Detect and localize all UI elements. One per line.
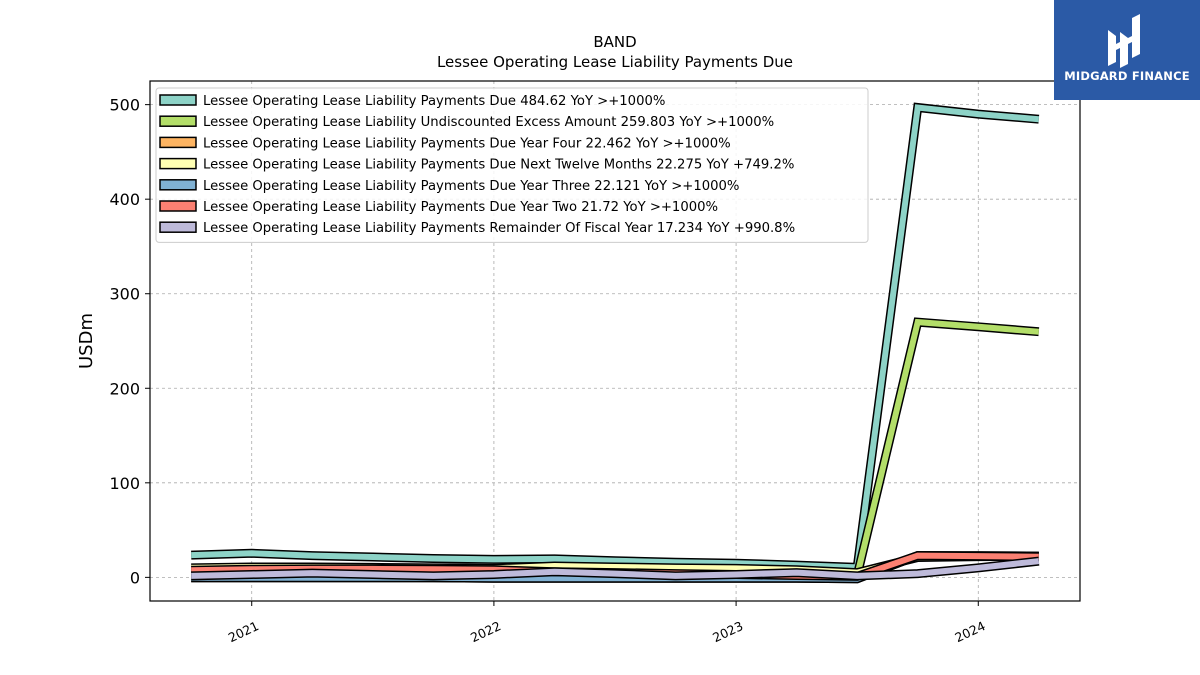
- legend-entry: Lessee Operating Lease Liability Payment…: [203, 200, 718, 215]
- legend-entry: Lessee Operating Lease Liability Payment…: [203, 179, 739, 194]
- y-tick-label: 300: [109, 285, 140, 304]
- legend-box: [155, 87, 869, 243]
- legend-swatch: [159, 94, 197, 106]
- x-tick-label: 2021: [226, 618, 261, 645]
- x-tick-label: 2022: [468, 618, 503, 645]
- legend-swatch: [159, 179, 197, 191]
- series-lines: [191, 102, 1040, 584]
- y-tick-label: 500: [109, 96, 140, 115]
- y-tick-label: 400: [109, 190, 140, 209]
- midgard-logo-icon: [1108, 14, 1140, 68]
- chart-title: BAND: [593, 33, 636, 51]
- legend-swatch: [159, 200, 197, 212]
- y-tick-label: 0: [130, 568, 140, 587]
- logo-text: MIDGARD FINANCE: [1064, 69, 1190, 83]
- y-axis-label: USDm: [76, 313, 97, 369]
- legend-entry: Lessee Operating Lease Liability Payment…: [203, 158, 794, 173]
- y-tick-label: 100: [109, 474, 140, 493]
- legend-entry: Lessee Operating Lease Liability Undisco…: [203, 115, 774, 130]
- y-tick-label: 200: [109, 379, 140, 398]
- series-stroke: [191, 104, 1040, 571]
- series-stroke: [191, 318, 1040, 579]
- legend: Lessee Operating Lease Liability Payment…: [155, 87, 869, 243]
- chart-subtitle: Lessee Operating Lease Liability Payment…: [437, 53, 793, 71]
- legend-entry: Lessee Operating Lease Liability Payment…: [203, 136, 731, 151]
- series-line-0: [191, 102, 1040, 573]
- plot-area-frame: [149, 80, 1081, 602]
- legend-entry: Lessee Operating Lease Liability Payment…: [203, 94, 665, 109]
- series-line-6: [191, 556, 1040, 581]
- legend-swatch: [159, 221, 197, 233]
- legend-swatch: [159, 157, 197, 170]
- x-tick-label: 2023: [710, 618, 745, 645]
- legend-swatch: [159, 136, 197, 149]
- legend-entry: Lessee Operating Lease Liability Payment…: [203, 221, 795, 236]
- series-line-1: [191, 317, 1040, 580]
- midgard-finance-logo: MIDGARD FINANCE: [1054, 0, 1200, 100]
- x-tick-label: 2024: [952, 618, 987, 645]
- legend-swatch: [159, 115, 197, 127]
- series-stroke: [191, 558, 1040, 579]
